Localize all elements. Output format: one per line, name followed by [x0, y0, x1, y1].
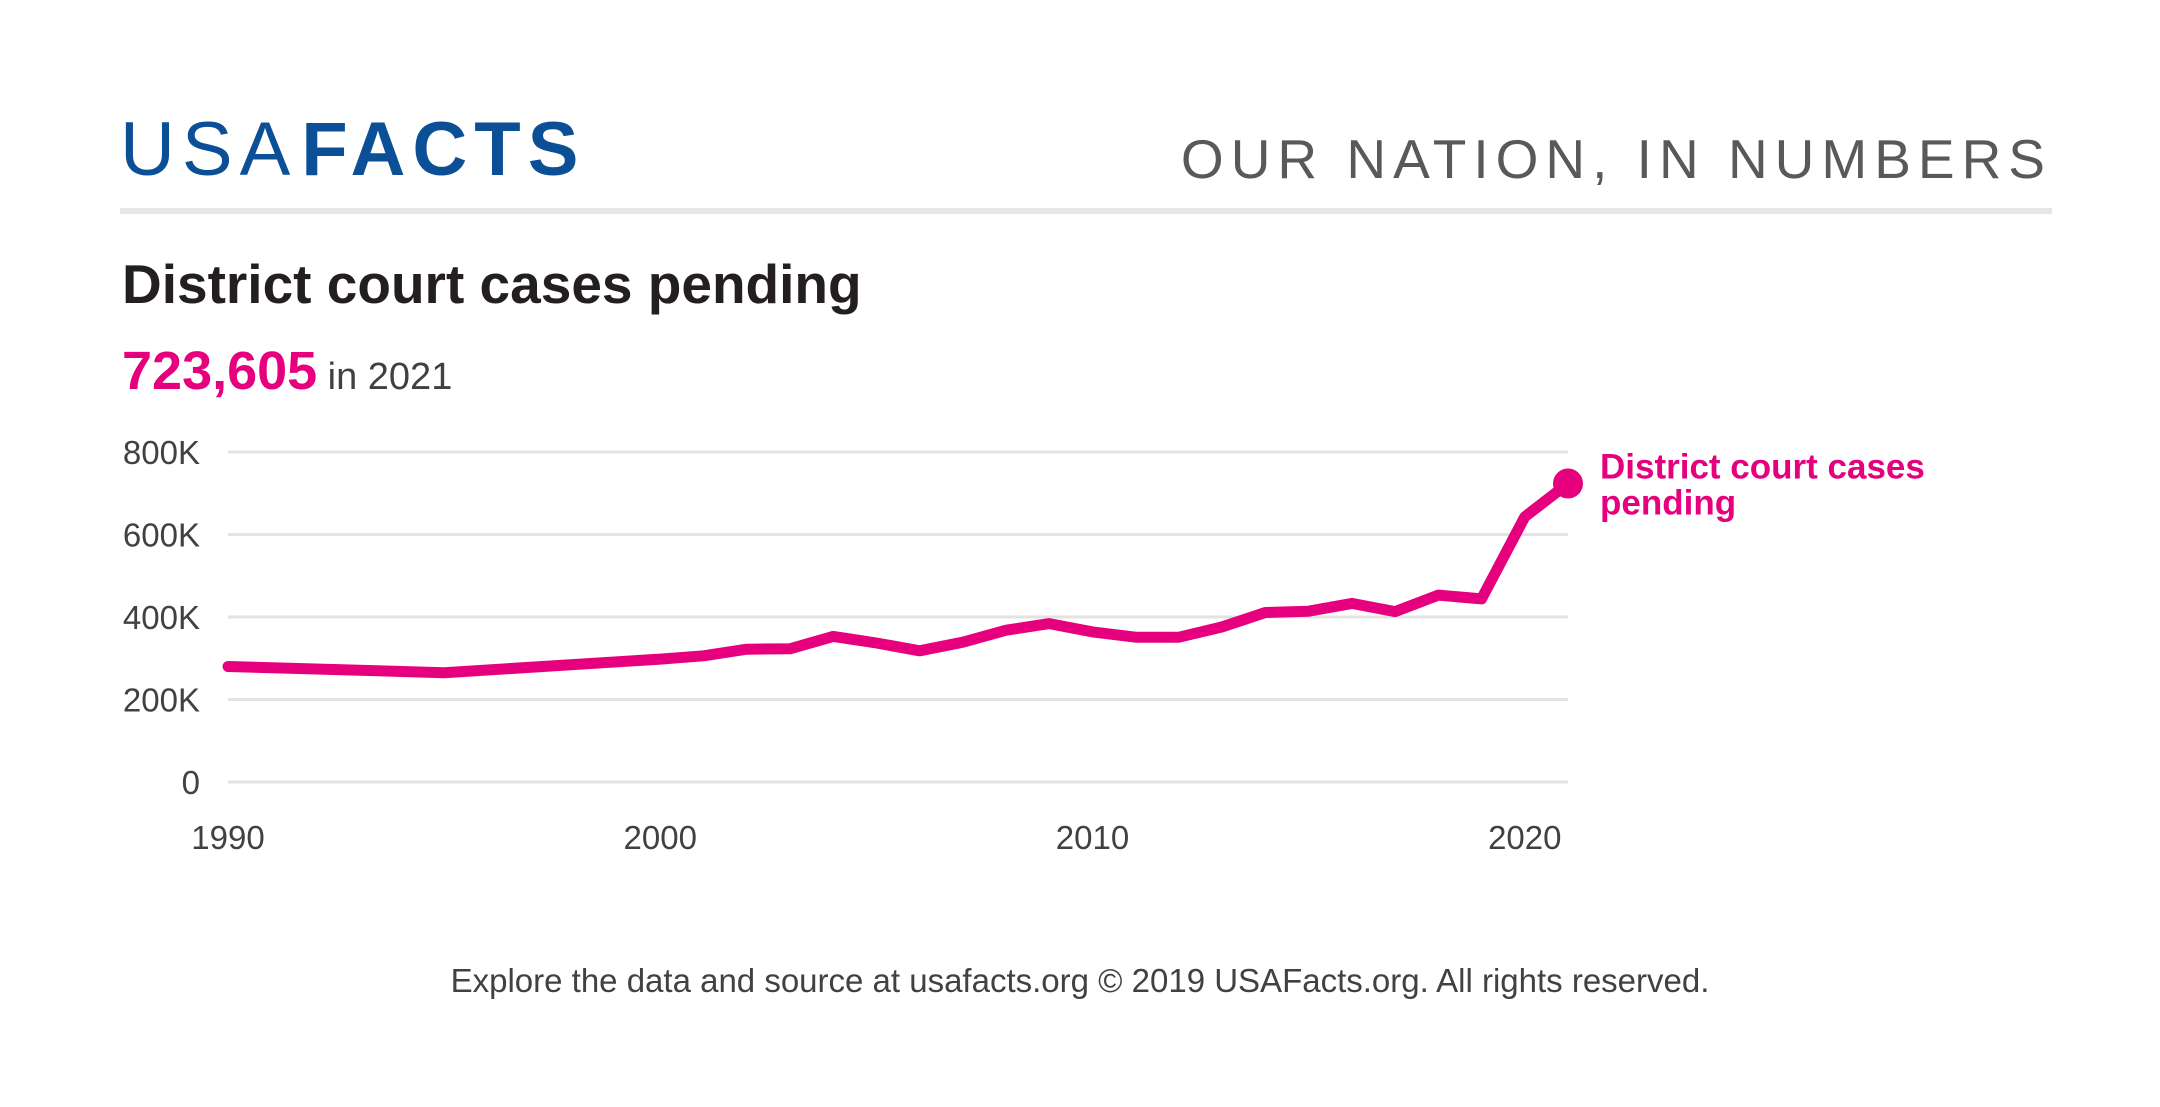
logo-usa-text: USA [120, 107, 298, 192]
headline-value: 723,605 [122, 341, 318, 401]
plot-area: District court cases pending [222, 448, 1925, 679]
series-line [222, 478, 1574, 679]
x-tick-label: 1990 [191, 819, 264, 856]
headline-stat: 723,605 in 2021 [122, 340, 452, 402]
usafacts-logo[interactable]: USAFACTS [120, 112, 585, 188]
gridlines [228, 450, 1568, 784]
chart-title: District court cases pending [122, 253, 862, 315]
x-axis-ticks: 1990 2000 2010 2020 [191, 819, 1561, 856]
tagline: OUR NATION, IN NUMBERS [1180, 128, 2052, 190]
y-tick-label: 200K [123, 682, 200, 719]
x-tick-label: 2020 [1488, 819, 1561, 856]
x-tick-label: 2000 [624, 819, 697, 856]
series-label: District court cases pending [1600, 448, 1925, 523]
y-tick-label: 600K [123, 517, 200, 554]
y-axis-ticks: 0 200K 400K 600K 800K [123, 434, 200, 801]
series-end-marker [1553, 468, 1583, 499]
logo-facts-text: FACTS [301, 107, 586, 192]
y-tick-label: 0 [182, 764, 200, 801]
headline-suffix: in 2021 [327, 356, 453, 398]
y-tick-label: 400K [123, 599, 200, 636]
y-tick-label: 800K [123, 434, 200, 471]
header-divider [120, 208, 2052, 214]
x-tick-label: 2010 [1056, 819, 1129, 856]
footer-credit: Explore the data and source at usafacts.… [450, 962, 1710, 999]
